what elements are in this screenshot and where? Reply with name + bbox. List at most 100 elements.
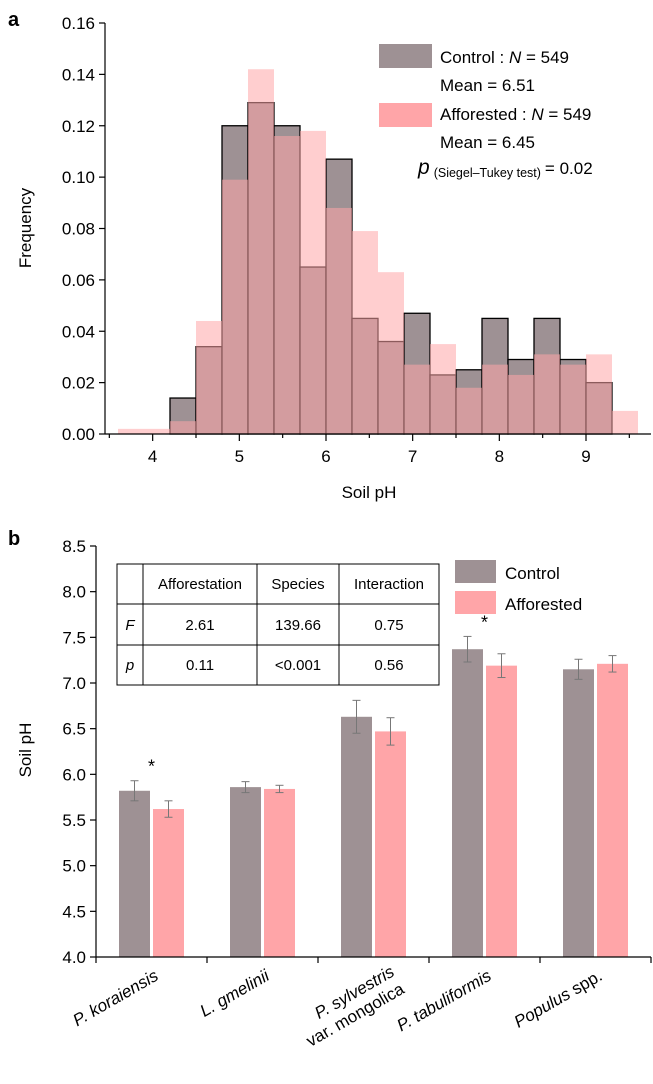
hist-bar-afforested [534,354,560,434]
legend-afforested-label: Afforested [440,105,517,124]
bar-control [452,649,483,957]
hist-bar-afforested [456,387,482,434]
legend-swatch-afforested [379,103,432,127]
hist-bar-afforested [430,344,456,434]
hist-bar-afforested [144,428,170,434]
x-tick-label: 5 [235,447,244,466]
bar-control [563,669,594,957]
legend-b-swatch-control [455,560,496,583]
stats-table: Afforestation Species Interaction F 2.61… [116,563,440,686]
y-tick-label: 7.5 [62,628,86,647]
x-tick-label: 7 [408,447,417,466]
legend-p-symbol: p [417,156,430,179]
hist-bar-afforested [326,207,352,434]
y-tick-label: 6.0 [62,765,86,784]
hist-bar-afforested [196,320,222,434]
legend-control-label: Control [440,48,495,67]
y-tick-label: 0.16 [62,14,95,33]
panel-b: b ** P. koraiensis L. gmelinii P. sylvestr… [8,528,652,1051]
legend-control-n-value: = 549 [526,48,569,67]
y-tick-label: 5.0 [62,857,86,876]
panel-a-y-axis-label: Frequency [16,187,35,268]
stats-table-border [116,563,440,686]
y-tick-label: 7.0 [62,674,86,693]
y-tick-label: 0.10 [62,168,95,187]
y-tick-label: 5.5 [62,811,86,830]
y-tick-label: 0.12 [62,117,95,136]
hist-bar-afforested [482,364,508,434]
y-tick-label: 0.06 [62,271,95,290]
table-header-species: Species [271,576,324,593]
bar-control [341,716,372,957]
bar-afforested [153,809,184,957]
y-tick-label: 0.14 [62,65,95,84]
table-cell-f-interaction: 0.75 [374,617,403,634]
hist-bar-afforested [586,354,612,434]
panel-a-axes: 0.00 0.02 0.04 0.06 0.08 0.10 0.12 0.14 0.16 4 5 6 7… [62,14,651,466]
legend-p-subscript: (Siegel–Tukey test) [434,166,541,180]
x-category-label: P. sylvestrisvar. mongolica [293,962,408,1051]
hist-bar-afforested [300,130,326,434]
x-tick-label: 6 [321,447,330,466]
table-row-p-label: p [125,657,134,674]
table-header-interaction: Interaction [354,576,424,593]
bar-afforested [375,731,406,957]
panel-b-bars: ** [119,612,628,957]
y-tick-label: 0.08 [62,220,95,239]
hist-bar-afforested [118,428,144,434]
legend-afforested-n-value: = 549 [548,105,591,124]
hist-bar-afforested [248,69,274,435]
panel-a-letter: a [8,9,20,31]
panel-a: a 0.00 0.02 0.04 0.06 0.08 0.10 0.12 0.14 0.16 4 5… [8,9,651,502]
y-tick-label: 0.02 [62,374,95,393]
y-tick-label: 0.04 [62,322,95,341]
legend-p-line: p (Siegel–Tukey test) = 0.02 [417,156,593,180]
significance-marker: * [148,757,155,777]
table-cell-p-afforestation: 0.11 [186,657,214,674]
hist-bar-afforested [222,179,248,434]
hist-bar-afforested [560,364,586,434]
bar-afforested [486,665,517,957]
bar-afforested [264,788,295,957]
legend-control-mean: Mean = 6.51 [440,76,535,95]
table-header-afforestation: Afforestation [158,576,242,593]
legend-afforested-line: Afforested : N = 549 [440,105,591,124]
x-category-label: P. tabuliformis [394,966,495,1035]
table-cell-p-interaction: 0.56 [374,657,403,674]
hist-bar-afforested [612,410,638,434]
table-cell-f-afforestation: 2.61 [185,617,214,634]
panel-a-x-axis-label: Soil pH [342,483,397,502]
panel-b-letter: b [8,528,20,550]
significance-marker: * [481,612,488,632]
hist-bar-afforested [404,364,430,434]
hist-bar-afforested [274,136,300,434]
hist-bar-afforested [378,272,404,434]
legend-afforested-n: N [531,105,544,124]
y-tick-label: 6.5 [62,720,86,739]
table-cell-f-species: 139.66 [275,617,321,634]
x-tick-label: 8 [495,447,504,466]
legend-afforested-mean: Mean = 6.45 [440,133,535,152]
bar-control [119,790,150,957]
hist-bar-afforested [352,231,378,434]
bar-control [230,787,261,957]
x-category-label: Populus spp. [511,966,606,1032]
table-row-f-label: F [125,617,135,634]
x-category-label: P. koraiensis [70,966,162,1030]
panel-b-legend: Control Afforested [455,560,582,614]
y-tick-label: 4.0 [62,948,86,967]
panel-b-y-axis-label: Soil pH [16,723,35,778]
legend-swatch-control [379,44,432,68]
legend-control-line: Control : N = 549 [440,48,569,67]
panel-a-legend: Control : N = 549 Mean = 6.51 Afforested… [379,44,593,180]
x-category-label: L. gmelinii [197,965,274,1020]
hist-bar-afforested [508,374,534,434]
legend-b-afforested-label: Afforested [505,595,582,614]
legend-control-n: N [509,48,522,67]
x-tick-label: 9 [581,447,590,466]
x-tick-label: 4 [148,447,157,466]
legend-b-control-label: Control [505,564,560,583]
y-tick-label: 8.0 [62,583,86,602]
y-tick-label: 0.00 [62,425,95,444]
